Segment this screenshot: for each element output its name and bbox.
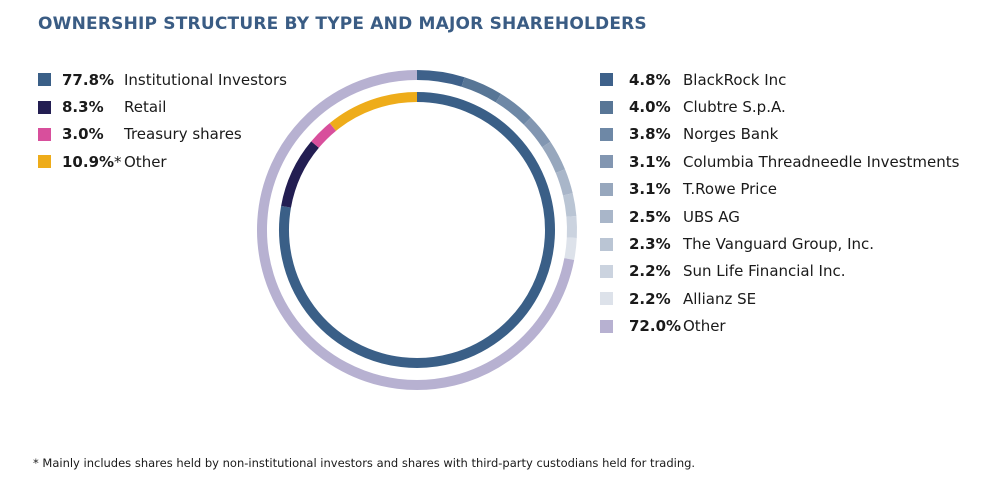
legend-swatch bbox=[38, 100, 51, 114]
legend-swatch bbox=[600, 100, 613, 114]
legend-swatch bbox=[600, 319, 613, 333]
legend-percentage: 2.2% bbox=[629, 262, 671, 281]
legend-item: 8.3% Retail bbox=[38, 93, 287, 120]
legend-value: 2.5% bbox=[629, 208, 683, 226]
legend-percentage: 10.9% bbox=[62, 152, 115, 171]
legend-item: 2.5% UBS AG bbox=[600, 203, 959, 230]
legend-percentage: 3.8% bbox=[629, 125, 671, 144]
legend-value: 8.3% bbox=[62, 98, 124, 116]
legend-swatch bbox=[600, 292, 613, 306]
legend-value: 72.0% bbox=[629, 317, 683, 335]
chart-title: OWNERSHIP STRUCTURE BY TYPE AND MAJOR SH… bbox=[38, 14, 647, 34]
legend-label: Institutional Investors bbox=[124, 70, 287, 89]
outer-ring-slice-7 bbox=[566, 215, 577, 239]
legend-swatch bbox=[38, 127, 51, 141]
legend-percentage: 2.3% bbox=[629, 235, 671, 254]
legend-swatch bbox=[600, 210, 613, 224]
legend-value: 3.1% bbox=[629, 153, 683, 171]
inner-ring-slice-0 bbox=[279, 92, 555, 368]
legend-swatch bbox=[600, 182, 613, 196]
legend-ownership-type: 77.8% Institutional Investors 8.3% Retail 3.… bbox=[38, 66, 287, 176]
legend-item: 2.2% Allianz SE bbox=[600, 285, 959, 312]
outer-ring-slice-8 bbox=[564, 237, 577, 260]
legend-label: Other bbox=[124, 152, 167, 171]
legend-value: 3.8% bbox=[629, 125, 683, 143]
outer-ring-slice-5 bbox=[555, 169, 573, 196]
legend-item: 77.8% Institutional Investors bbox=[38, 66, 287, 93]
legend-swatch bbox=[600, 237, 613, 251]
legend-percentage: 3.0% bbox=[62, 125, 104, 144]
legend-swatch bbox=[38, 155, 51, 169]
legend-item: 3.1% T.Rowe Price bbox=[600, 176, 959, 203]
legend-label: Clubtre S.p.A. bbox=[683, 98, 786, 117]
legend-percentage: 8.3% bbox=[62, 98, 104, 117]
outer-ring-slice-9 bbox=[257, 70, 575, 390]
legend-label: Treasury shares bbox=[124, 125, 242, 144]
legend-value: 4.0% bbox=[629, 98, 683, 116]
legend-value: 10.9%* bbox=[62, 153, 124, 171]
legend-major-shareholders: 4.8% BlackRock Inc 4.0% Clubtre S.p.A. 3.8% N… bbox=[600, 66, 959, 340]
legend-percentage: 2.5% bbox=[629, 207, 671, 226]
legend-label: T.Rowe Price bbox=[683, 180, 777, 199]
legend-label: Other bbox=[683, 317, 726, 336]
legend-item: 3.1% Columbia Threadneedle Investments bbox=[600, 148, 959, 175]
inner-ring-slice-2 bbox=[311, 123, 337, 148]
legend-label: Retail bbox=[124, 98, 167, 117]
inner-ring-slice-1 bbox=[281, 141, 319, 208]
legend-swatch bbox=[600, 264, 613, 278]
legend-value: 2.2% bbox=[629, 262, 683, 280]
outer-ring-slice-2 bbox=[495, 93, 531, 125]
legend-percentage: 2.2% bbox=[629, 289, 671, 308]
legend-label: Allianz SE bbox=[683, 289, 757, 308]
legend-label: Norges Bank bbox=[683, 125, 779, 144]
legend-label: Sun Life Financial Inc. bbox=[683, 262, 846, 281]
legend-percentage: 3.1% bbox=[629, 152, 671, 171]
legend-value: 2.3% bbox=[629, 235, 683, 253]
legend-percentage: 77.8% bbox=[62, 70, 115, 89]
outer-ring-slice-1 bbox=[461, 77, 502, 103]
legend-value: 3.0% bbox=[62, 125, 124, 143]
legend-item: 2.3% The Vanguard Group, Inc. bbox=[600, 230, 959, 257]
legend-item: 10.9%* Other bbox=[38, 148, 287, 175]
legend-item: 2.2% Sun Life Financial Inc. bbox=[600, 258, 959, 285]
legend-percentage: 3.1% bbox=[629, 180, 671, 199]
legend-percentage: 4.8% bbox=[629, 70, 671, 89]
legend-value: 4.8% bbox=[629, 71, 683, 89]
footnote: * Mainly includes shares held by non-ins… bbox=[33, 456, 696, 470]
inner-ring-slice-3 bbox=[329, 92, 418, 131]
legend-label: Columbia Threadneedle Investments bbox=[683, 152, 960, 171]
legend-item: 3.8% Norges Bank bbox=[600, 121, 959, 148]
legend-value: 77.8% bbox=[62, 71, 124, 89]
legend-value: 2.2% bbox=[629, 290, 683, 308]
legend-swatch bbox=[600, 155, 613, 169]
legend-percentage: 72.0% bbox=[629, 317, 682, 336]
legend-swatch bbox=[600, 127, 613, 141]
legend-swatch bbox=[38, 73, 51, 87]
legend-item: 4.8% BlackRock Inc bbox=[600, 66, 959, 93]
legend-footnote-mark: * bbox=[114, 152, 122, 171]
legend-value: 3.1% bbox=[629, 180, 683, 198]
legend-item: 3.0% Treasury shares bbox=[38, 121, 287, 148]
legend-label: The Vanguard Group, Inc. bbox=[683, 235, 875, 254]
outer-ring-slice-0 bbox=[416, 70, 465, 87]
legend-label: BlackRock Inc bbox=[683, 70, 787, 89]
outer-ring-slice-4 bbox=[542, 141, 566, 174]
outer-ring-slice-6 bbox=[562, 193, 577, 217]
legend-item: 4.0% Clubtre S.p.A. bbox=[600, 93, 959, 120]
legend-label: UBS AG bbox=[683, 207, 740, 226]
outer-ring-slice-3 bbox=[523, 117, 551, 148]
legend-swatch bbox=[600, 73, 613, 87]
legend-percentage: 4.0% bbox=[629, 98, 671, 117]
legend-item: 72.0% Other bbox=[600, 313, 959, 340]
